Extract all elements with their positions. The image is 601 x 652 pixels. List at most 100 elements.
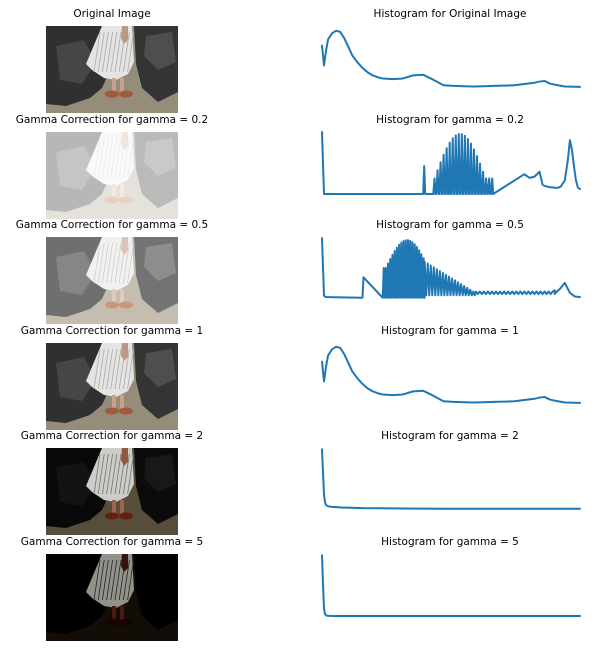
photo-skirt-pleat bbox=[127, 31, 134, 73]
photo-skirt-pleat bbox=[123, 559, 130, 601]
image-panel-5 bbox=[46, 554, 178, 641]
histogram-line bbox=[321, 237, 581, 299]
photo-rock-right-highlight bbox=[144, 560, 176, 598]
photo-skirt-pleat bbox=[123, 137, 130, 179]
histogram-panel-0 bbox=[321, 29, 581, 88]
photo-skirt-pleat bbox=[123, 348, 130, 390]
photo-skirt-pleat bbox=[106, 348, 113, 390]
histogram-panel-2 bbox=[321, 237, 581, 299]
photo-skirt-pleat bbox=[93, 137, 101, 179]
photo-rock-right-highlight bbox=[144, 454, 176, 492]
histogram-panel-3 bbox=[321, 345, 581, 404]
photo-rock-highlight bbox=[56, 462, 96, 506]
photo-skirt-pleat bbox=[114, 559, 122, 601]
photo-leg bbox=[120, 184, 124, 198]
photo-shoe bbox=[119, 618, 133, 626]
histogram-line bbox=[321, 131, 581, 195]
photo-skirt-pleat bbox=[106, 31, 113, 73]
photo-skirt-pleat bbox=[93, 31, 101, 73]
photo-shoe bbox=[119, 512, 133, 520]
photo-skirt-pleat bbox=[102, 348, 109, 390]
photo-skirt-pleat bbox=[123, 31, 130, 73]
photo-rock-highlight bbox=[56, 357, 96, 401]
photo-shoe bbox=[105, 618, 119, 626]
photo-leg bbox=[112, 606, 116, 620]
photo-skirt-pleat bbox=[127, 453, 134, 495]
photo-skirt-pleat bbox=[106, 559, 113, 601]
photo-skirt-pleat bbox=[114, 453, 122, 495]
photo-shoe bbox=[119, 196, 133, 204]
photo-skirt-pleat bbox=[97, 453, 105, 495]
histogram-title-2: Histogram for gamma = 0.5 bbox=[376, 219, 524, 231]
photo-skirt-pleat bbox=[110, 348, 118, 390]
photo-skirt-pleat bbox=[97, 242, 105, 284]
photo-skirt-pleat bbox=[93, 559, 101, 601]
photo-leg bbox=[112, 78, 116, 92]
photo-leg bbox=[120, 289, 124, 303]
photo-rock-highlight bbox=[56, 568, 96, 612]
image-panel-4 bbox=[46, 448, 178, 535]
photo-rock-right-highlight bbox=[144, 243, 176, 281]
photo-skirt-pleat bbox=[97, 31, 105, 73]
photo-shoe bbox=[119, 301, 133, 309]
photo-skirt-pleat bbox=[97, 348, 105, 390]
histogram-panel-5 bbox=[321, 554, 581, 617]
photo-shoe bbox=[105, 301, 119, 309]
photo-skirt-pleat bbox=[102, 453, 109, 495]
photo-hand bbox=[121, 26, 128, 44]
photo-skirt-pleat bbox=[106, 242, 113, 284]
photo-leg bbox=[120, 395, 124, 409]
photo-shoe bbox=[105, 196, 119, 204]
image-panel-2 bbox=[46, 237, 178, 324]
photo-hand bbox=[121, 132, 128, 150]
photo-skirt-pleat bbox=[114, 137, 122, 179]
photo-rock-right-highlight bbox=[144, 349, 176, 387]
histogram-line bbox=[321, 345, 581, 404]
image-title-3: Gamma Correction for gamma = 1 bbox=[21, 325, 203, 337]
photo-skirt-pleat bbox=[102, 242, 109, 284]
photo-skirt-pleat bbox=[106, 137, 113, 179]
photo-shoe bbox=[105, 512, 119, 520]
photo-skirt-pleat bbox=[127, 242, 134, 284]
photo-shoe bbox=[105, 90, 119, 98]
histogram-title-3: Histogram for gamma = 1 bbox=[381, 325, 519, 337]
photo-leg bbox=[120, 78, 124, 92]
photo-rock-right-highlight bbox=[144, 32, 176, 70]
histogram-panel-1 bbox=[321, 131, 581, 195]
photo-rock-right-highlight bbox=[144, 138, 176, 176]
photo-skirt-pleat bbox=[123, 453, 130, 495]
photo-skirt-pleat bbox=[123, 242, 130, 284]
histogram-title-0: Histogram for Original Image bbox=[374, 8, 527, 20]
photo-skirt-pleat bbox=[102, 31, 109, 73]
image-title-0: Original Image bbox=[73, 8, 150, 20]
photo-skirt-pleat bbox=[102, 137, 109, 179]
photo-skirt-pleat bbox=[106, 453, 113, 495]
histogram-title-4: Histogram for gamma = 2 bbox=[381, 430, 519, 442]
photo-hand bbox=[121, 237, 128, 255]
image-title-1: Gamma Correction for gamma = 0.2 bbox=[16, 114, 208, 126]
image-title-2: Gamma Correction for gamma = 0.5 bbox=[16, 219, 208, 231]
photo-leg bbox=[112, 395, 116, 409]
photo-skirt-pleat bbox=[114, 242, 122, 284]
photo-skirt-pleat bbox=[97, 559, 105, 601]
photo-shoe bbox=[119, 407, 133, 415]
image-panel-1 bbox=[46, 132, 178, 219]
histogram-line bbox=[321, 448, 581, 510]
photo-skirt-pleat bbox=[93, 453, 101, 495]
histogram-title-5: Histogram for gamma = 5 bbox=[381, 536, 519, 548]
photo-skirt-pleat bbox=[127, 348, 134, 390]
image-title-5: Gamma Correction for gamma = 5 bbox=[21, 536, 203, 548]
photo-hand bbox=[121, 343, 128, 361]
photo-skirt-pleat bbox=[102, 559, 109, 601]
photo-rock-highlight bbox=[56, 40, 96, 84]
photo-leg bbox=[120, 606, 124, 620]
photo-skirt-pleat bbox=[110, 137, 118, 179]
image-panel-3 bbox=[46, 343, 178, 430]
image-panel-0 bbox=[46, 26, 178, 113]
photo-skirt-pleat bbox=[110, 31, 118, 73]
histogram-line bbox=[321, 554, 581, 617]
photo-skirt-pleat bbox=[97, 137, 105, 179]
photo-skirt-pleat bbox=[93, 242, 101, 284]
photo-skirt-pleat bbox=[110, 242, 118, 284]
